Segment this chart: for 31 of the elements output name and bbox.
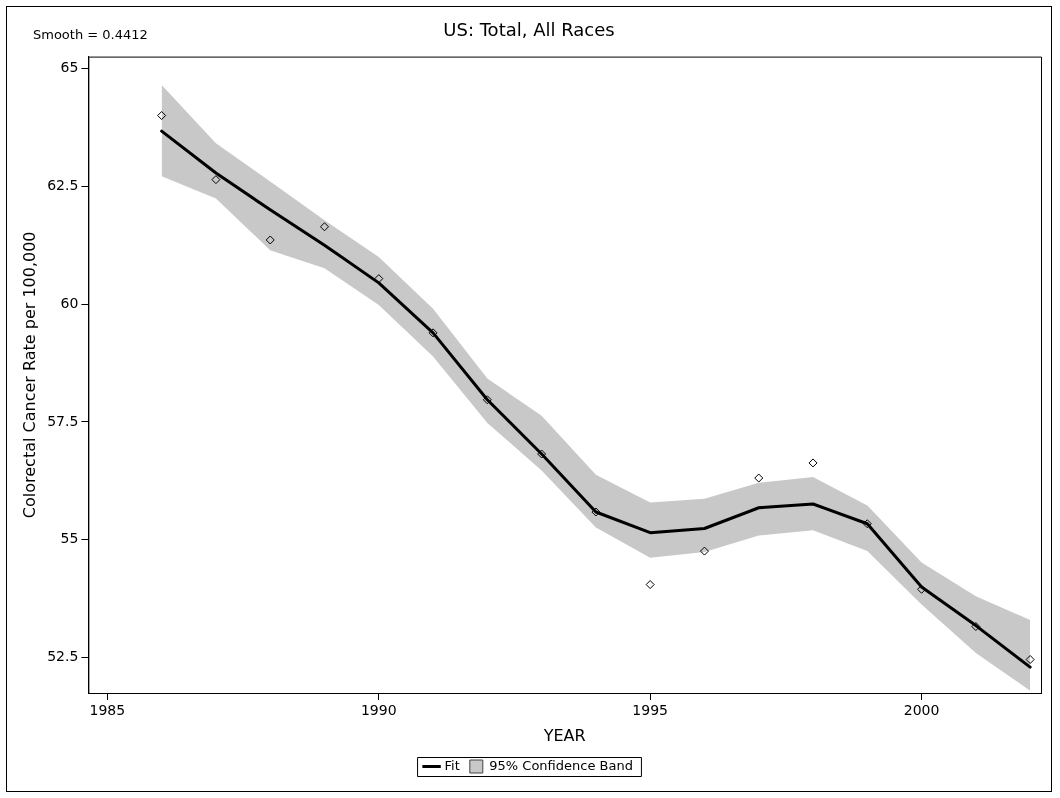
x-axis-title: YEAR [542, 725, 586, 745]
point [537, 449, 547, 459]
point [699, 546, 709, 556]
point [862, 519, 872, 529]
point [645, 580, 655, 590]
legend-label: Fit [444, 757, 460, 773]
y-tick-label: 52.5 [47, 648, 79, 665]
point [265, 235, 275, 245]
point [211, 175, 221, 185]
point [808, 458, 818, 468]
point [1025, 655, 1035, 665]
point [971, 622, 981, 632]
point [591, 507, 601, 517]
point [482, 395, 492, 405]
y-tick-label: 57.5 [47, 412, 79, 429]
y-tick-label: 65 [60, 59, 79, 76]
x-tick-label: 1995 [632, 702, 668, 719]
y-tick-label: 62.5 [47, 176, 79, 193]
y-axis-title: Colorectal Cancer Rate per 100,000 [19, 231, 39, 519]
point [428, 328, 438, 338]
point [319, 222, 329, 232]
x-tick-label: 1985 [89, 702, 126, 719]
y-tick-label: 60 [60, 294, 79, 311]
x-tick-label: 1990 [360, 702, 397, 719]
legend-label: 95% Confidence Band [489, 757, 633, 773]
chart-title: US: Total, All Races [443, 19, 615, 41]
x-tick-label: 2000 [903, 702, 940, 719]
y-tick-label: 55 [60, 530, 79, 547]
point [157, 111, 167, 121]
point [754, 473, 764, 483]
text: Smooth = 0.4412 [33, 27, 148, 42]
